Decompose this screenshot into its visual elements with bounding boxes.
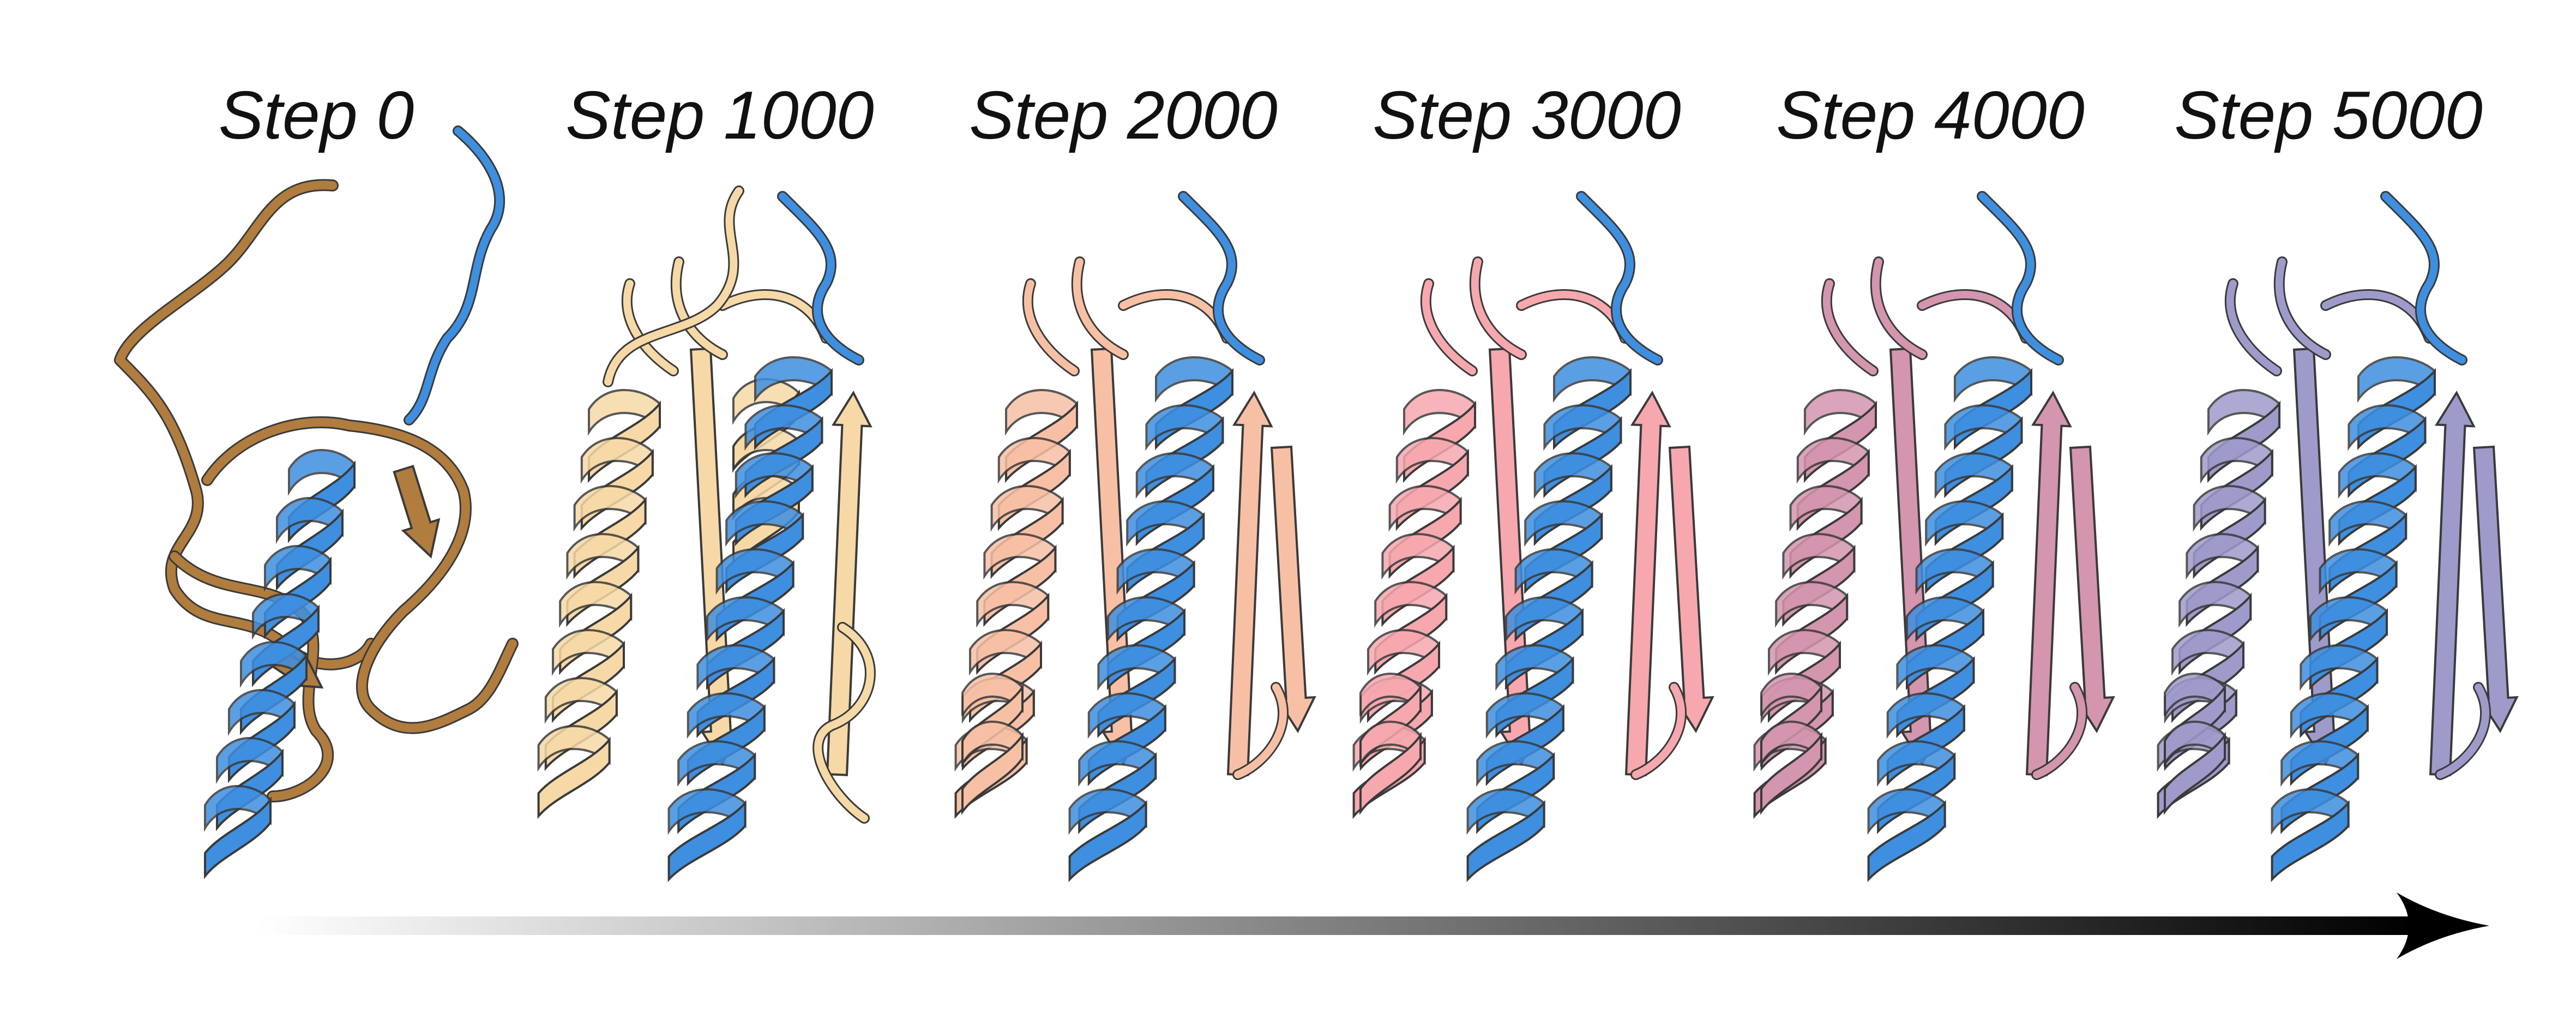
coil-top-1 (2226, 280, 2280, 375)
step-label-1000: Step 1000 (565, 78, 874, 153)
protein-helix-left (537, 389, 661, 819)
beta-strand-2 (2025, 390, 2072, 776)
coil-loop-2 (203, 418, 517, 733)
peptide-tail (2382, 193, 2466, 364)
protein-helix-left (1352, 389, 1476, 819)
beta-strand-1 (393, 465, 441, 559)
peptide-tail (1578, 193, 1662, 364)
peptide-helix (204, 449, 356, 879)
coil-tail-1 (604, 187, 743, 386)
peptide-tail (779, 193, 863, 364)
coil-bottom (1632, 684, 1685, 778)
beta-strand-2 (826, 390, 872, 776)
coil-top-1 (1822, 280, 1877, 375)
arrow-head (2397, 892, 2489, 959)
coil-top-1 (1422, 280, 1476, 375)
coil-top-3 (1120, 291, 1231, 342)
coil-top-2 (1871, 258, 1926, 358)
coil-top-1 (1024, 280, 1078, 375)
coil-bottom (2033, 684, 2086, 778)
peptide-helix (1068, 356, 1233, 883)
peptide-helix (2271, 356, 2436, 883)
coil-tail-2 (814, 624, 874, 822)
structure-step-0 (114, 125, 519, 879)
peptide-helix (1466, 356, 1632, 883)
structure-step-1 (537, 185, 876, 883)
coil-top-1 (623, 280, 677, 375)
beta-strand-2 (2429, 390, 2476, 776)
arrow-shaft (256, 916, 2416, 935)
step-label-4000: Step 4000 (1776, 78, 2085, 153)
peptide-helix (667, 356, 833, 883)
protein-helix-small (1359, 673, 1422, 816)
structure-step-2 (954, 191, 1316, 883)
coil-bottom (1234, 684, 1287, 778)
structure-step-3 (1352, 191, 1714, 883)
step-label-0: Step 0 (218, 78, 414, 153)
peptide-tail (405, 127, 503, 424)
coil-top-2 (1073, 258, 1127, 358)
step-label-2000: Step 2000 (969, 78, 1278, 153)
coil-top-3 (719, 291, 830, 342)
peptide-helix (1867, 356, 2032, 883)
beta-strand-2 (1226, 390, 1273, 776)
peptide-tail (1978, 193, 2062, 364)
step-label-5000: Step 5000 (2174, 78, 2483, 153)
coil-top-2 (2275, 258, 2330, 358)
progress-arrow (256, 892, 2489, 959)
beta-strand-2 (1624, 390, 1671, 776)
protein-helix-small (2164, 673, 2226, 816)
coil-bottom (2436, 684, 2489, 778)
coil-top-2 (672, 258, 726, 358)
structure-step-4 (1753, 191, 2115, 883)
coil-top-3 (1518, 291, 1629, 342)
structure-step-5 (2157, 191, 2519, 883)
coil-top-3 (2322, 291, 2433, 342)
protein-helix-small (1760, 673, 1822, 816)
protein-helix-small (961, 673, 1024, 816)
step-label-3000: Step 3000 (1373, 78, 1681, 153)
peptide-tail (1179, 193, 1263, 364)
coil-top-3 (1918, 291, 2030, 342)
coil-top-2 (1471, 258, 1525, 358)
